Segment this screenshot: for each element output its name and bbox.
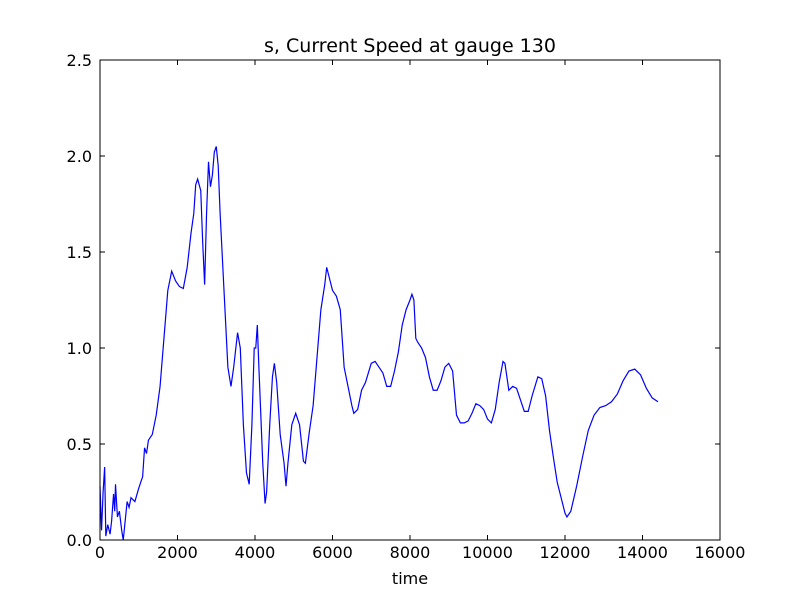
data-line bbox=[99, 146, 659, 541]
y-tick-label: 0.0 bbox=[67, 531, 92, 550]
x-tick-label: 16000 bbox=[695, 543, 746, 562]
y-tick-label: 0.5 bbox=[67, 435, 92, 454]
y-tick-label: 1.0 bbox=[67, 339, 92, 358]
x-tick-label: 14000 bbox=[617, 543, 668, 562]
x-axis-label: time bbox=[392, 569, 428, 588]
y-tick-label: 2.5 bbox=[67, 51, 92, 70]
x-tick-label: 12000 bbox=[540, 543, 591, 562]
x-tick-label: 4000 bbox=[235, 543, 276, 562]
x-tick-label: 10000 bbox=[462, 543, 513, 562]
y-tick-label: 1.5 bbox=[67, 243, 92, 262]
x-tick-label: 8000 bbox=[390, 543, 431, 562]
x-tick-label: 0 bbox=[95, 543, 105, 562]
x-tick-label: 2000 bbox=[157, 543, 198, 562]
y-tick-label: 2.0 bbox=[67, 147, 92, 166]
chart-title: s, Current Speed at gauge 130 bbox=[264, 35, 556, 57]
x-tick-label: 6000 bbox=[312, 543, 353, 562]
